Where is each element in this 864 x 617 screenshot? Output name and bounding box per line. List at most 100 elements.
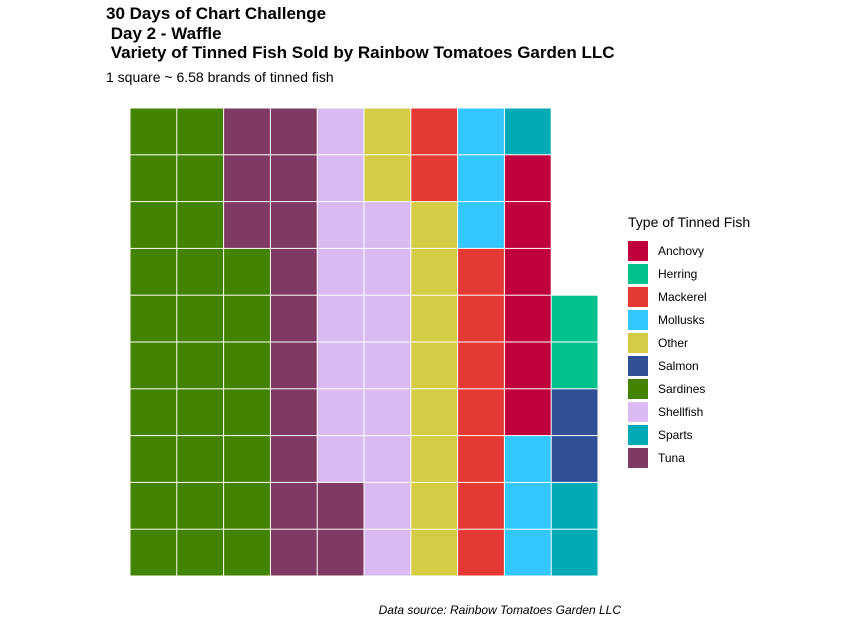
legend-item-anchovy: Anchovy <box>628 239 750 262</box>
waffle-square-tuna <box>270 436 317 482</box>
waffle-square-sardines <box>177 389 224 436</box>
legend-label: Sparts <box>658 427 693 442</box>
waffle-square-shellfish <box>364 202 411 248</box>
waffle-square-shellfish <box>317 202 364 248</box>
legend-item-herring: Herring <box>628 262 750 285</box>
waffle-square-tuna <box>224 202 270 248</box>
waffle-square-tuna <box>224 108 270 155</box>
legend-key-anchovy <box>628 240 648 261</box>
waffle-square-tuna <box>270 482 317 529</box>
legend-label: Tuna <box>658 450 685 465</box>
waffle-square-sardines <box>177 436 224 482</box>
waffle-square-sardines <box>130 248 177 295</box>
waffle-square-tuna <box>270 342 317 389</box>
legend-label: Anchovy <box>658 243 705 258</box>
waffle-square-other <box>411 248 458 295</box>
waffle-square-anchovy <box>504 389 551 436</box>
waffle-square-sardines <box>177 248 224 295</box>
waffle-square-tuna <box>270 295 317 342</box>
waffle-square-mackerel <box>458 436 504 482</box>
waffle-square-shellfish <box>317 155 364 202</box>
legend: Type of Tinned Fish Anchovy Herring Macker… <box>628 214 750 469</box>
waffle-square-other <box>411 482 458 529</box>
waffle-square-herring <box>551 295 598 342</box>
waffle-square-sardines <box>130 529 177 576</box>
waffle-square-sardines <box>130 389 177 436</box>
waffle-square-sardines <box>130 202 177 248</box>
legend-items: Anchovy Herring Mackerel Mollusks Other Salmo… <box>628 239 750 469</box>
waffle-square-other <box>411 529 458 576</box>
waffle-square-shellfish <box>317 436 364 482</box>
legend-key-sparts <box>628 424 648 445</box>
waffle-square-shellfish <box>364 436 411 482</box>
waffle-square-tuna <box>317 529 364 576</box>
legend-label: Shellfish <box>658 404 704 419</box>
waffle-square-mackerel <box>411 108 458 155</box>
waffle-square-sardines <box>130 295 177 342</box>
waffle-square-mackerel <box>458 482 504 529</box>
waffle-square-mackerel <box>458 295 504 342</box>
legend-key-other <box>628 332 648 353</box>
legend-item-mollusks: Mollusks <box>628 308 750 331</box>
legend-item-sparts: Sparts <box>628 423 750 446</box>
waffle-square-sardines <box>224 436 270 482</box>
waffle-square-sardines <box>177 529 224 576</box>
waffle-square-shellfish <box>364 482 411 529</box>
legend-title: Type of Tinned Fish <box>628 214 751 230</box>
waffle-square-mollusks <box>504 436 551 482</box>
legend-key-salmon <box>628 355 648 376</box>
waffle-square-sardines <box>177 155 224 202</box>
waffle-square-sardines <box>224 482 270 529</box>
waffle-square-shellfish <box>364 248 411 295</box>
legend-item-shellfish: Shellfish <box>628 400 750 423</box>
legend-key-mackerel <box>628 286 648 307</box>
waffle-square-tuna <box>270 155 317 202</box>
legend-key-shellfish <box>628 401 648 422</box>
legend-key-tuna <box>628 447 648 468</box>
waffle-square-other <box>411 295 458 342</box>
waffle-square-shellfish <box>317 389 364 436</box>
waffle-square-other <box>411 389 458 436</box>
waffle-square-sardines <box>130 436 177 482</box>
waffle-square-shellfish <box>364 295 411 342</box>
legend-label: Herring <box>658 266 698 281</box>
legend-label: Mackerel <box>658 289 707 304</box>
waffle-square-anchovy <box>504 295 551 342</box>
legend-label: Other <box>658 335 689 350</box>
chart-subtitle: 1 square ~ 6.58 brands of tinned fish <box>106 69 334 85</box>
legend-label: Sardines <box>658 381 706 396</box>
waffle-square-sardines <box>177 202 224 248</box>
waffle-square-sardines <box>177 482 224 529</box>
waffle-square-sardines <box>177 295 224 342</box>
waffle-square-other <box>411 342 458 389</box>
legend-item-salmon: Salmon <box>628 354 750 377</box>
waffle-square-sardines <box>130 108 177 155</box>
waffle-square-anchovy <box>504 342 551 389</box>
legend-label: Mollusks <box>658 312 705 327</box>
waffle-square-anchovy <box>504 248 551 295</box>
waffle-square-sardines <box>224 342 270 389</box>
waffle-square-shellfish <box>364 342 411 389</box>
waffle-square-sardines <box>224 295 270 342</box>
waffle-square-tuna <box>317 482 364 529</box>
waffle-square-shellfish <box>317 295 364 342</box>
waffle-square-mackerel <box>458 389 504 436</box>
waffle-square-salmon <box>551 436 598 482</box>
waffle-square-other <box>411 202 458 248</box>
title-line-2: Day 2 - Waffle <box>106 23 222 43</box>
waffle-square-tuna <box>270 202 317 248</box>
waffle-square-sparts <box>551 482 598 529</box>
waffle-square-tuna <box>270 108 317 155</box>
waffle-square-mollusks <box>504 482 551 529</box>
waffle-square-mackerel <box>458 248 504 295</box>
legend-label: Salmon <box>658 358 699 373</box>
waffle-square-sardines <box>177 342 224 389</box>
waffle-square-tuna <box>270 389 317 436</box>
legend-item-mackerel: Mackerel <box>628 285 750 308</box>
waffle-square-anchovy <box>504 202 551 248</box>
waffle-square-mollusks <box>504 529 551 576</box>
chart-title: 30 Days of Chart Challenge Day 2 - Waffl… <box>106 4 615 63</box>
waffle-square-tuna <box>270 248 317 295</box>
waffle-square-mollusks <box>458 108 504 155</box>
